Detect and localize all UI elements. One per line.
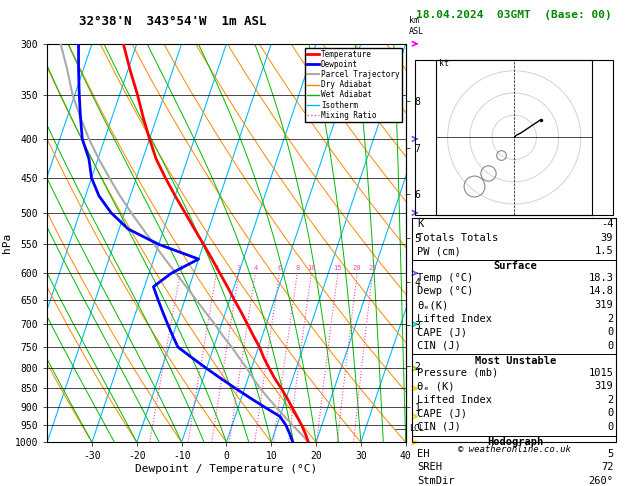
Text: Most Unstable: Most Unstable <box>474 356 556 366</box>
Text: 319: 319 <box>594 300 613 310</box>
Text: 1015: 1015 <box>588 367 613 378</box>
Text: θₑ(K): θₑ(K) <box>417 300 448 310</box>
X-axis label: Dewpoint / Temperature (°C): Dewpoint / Temperature (°C) <box>135 464 318 474</box>
Text: 14.8: 14.8 <box>588 286 613 296</box>
Text: 20: 20 <box>353 265 362 271</box>
Text: 1.5: 1.5 <box>594 246 613 256</box>
Text: © weatheronline.co.uk: © weatheronline.co.uk <box>458 445 571 454</box>
Text: 0: 0 <box>607 422 613 432</box>
Text: 32°38'N  343°54'W  1m ASL: 32°38'N 343°54'W 1m ASL <box>79 16 267 28</box>
Text: CAPE (J): CAPE (J) <box>417 327 467 337</box>
Text: 319: 319 <box>594 381 613 391</box>
Text: 18.04.2024  03GMT  (Base: 00): 18.04.2024 03GMT (Base: 00) <box>416 10 612 19</box>
Text: 15: 15 <box>333 265 342 271</box>
Text: 4: 4 <box>253 265 257 271</box>
Text: CIN (J): CIN (J) <box>417 422 461 432</box>
Legend: Temperature, Dewpoint, Parcel Trajectory, Dry Adiabat, Wet Adiabat, Isotherm, Mi: Temperature, Dewpoint, Parcel Trajectory… <box>305 48 402 122</box>
Text: Lifted Index: Lifted Index <box>417 395 492 405</box>
Text: 2: 2 <box>214 265 219 271</box>
Text: 5: 5 <box>607 449 613 459</box>
Text: kt: kt <box>438 59 448 69</box>
Text: 0: 0 <box>607 408 613 418</box>
Text: CAPE (J): CAPE (J) <box>417 408 467 418</box>
Text: LCL: LCL <box>409 424 425 433</box>
Text: km
ASL: km ASL <box>409 17 425 36</box>
Text: θₑ (K): θₑ (K) <box>417 381 455 391</box>
Text: Dewp (°C): Dewp (°C) <box>417 286 473 296</box>
Text: SREH: SREH <box>417 462 442 472</box>
Y-axis label: hPa: hPa <box>2 233 12 253</box>
Text: 10: 10 <box>307 265 316 271</box>
Text: 260°: 260° <box>588 476 613 486</box>
Text: -4: -4 <box>601 219 613 229</box>
Text: 6: 6 <box>277 265 282 271</box>
Text: 25: 25 <box>369 265 377 271</box>
Text: Pressure (mb): Pressure (mb) <box>417 367 498 378</box>
Text: PW (cm): PW (cm) <box>417 246 461 256</box>
Text: Surface: Surface <box>493 261 537 271</box>
Text: Totals Totals: Totals Totals <box>417 233 498 243</box>
Text: 18.3: 18.3 <box>588 273 613 283</box>
Text: 3: 3 <box>237 265 241 271</box>
Text: Hodograph: Hodograph <box>487 437 543 447</box>
Text: StmDir: StmDir <box>417 476 455 486</box>
Text: 39: 39 <box>601 233 613 243</box>
Text: CIN (J): CIN (J) <box>417 341 461 351</box>
Text: 0: 0 <box>607 341 613 351</box>
Text: Temp (°C): Temp (°C) <box>417 273 473 283</box>
Text: 8: 8 <box>295 265 299 271</box>
Text: K: K <box>417 219 423 229</box>
Text: 2: 2 <box>607 395 613 405</box>
Text: EH: EH <box>417 449 430 459</box>
Text: 2: 2 <box>607 313 613 324</box>
Text: Lifted Index: Lifted Index <box>417 313 492 324</box>
Text: 1: 1 <box>178 265 182 271</box>
Text: 0: 0 <box>607 327 613 337</box>
Text: 72: 72 <box>601 462 613 472</box>
